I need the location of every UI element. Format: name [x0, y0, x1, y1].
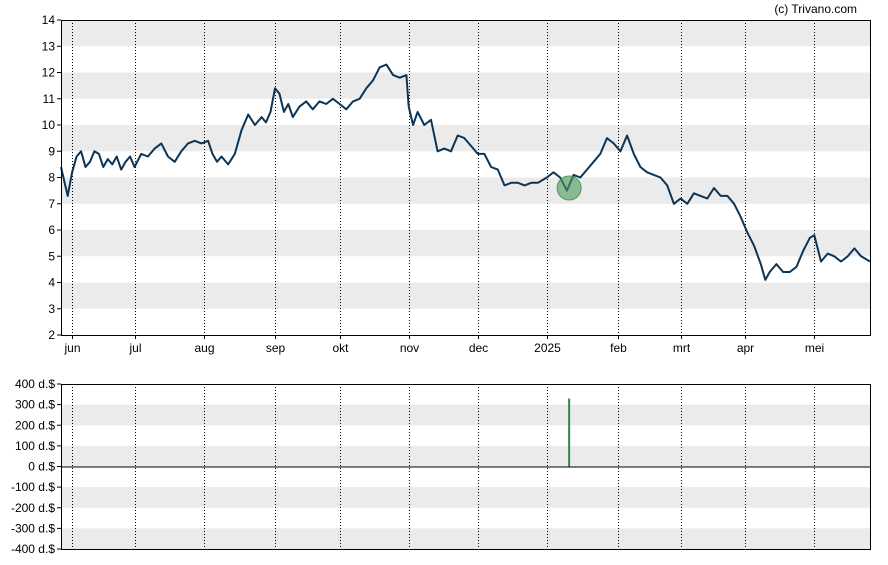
x-tick-label: dec — [469, 341, 488, 355]
y-tick-label: 4 — [48, 276, 55, 290]
volume-y-tick-label: 300 d.$ — [15, 398, 55, 412]
price-event-marker — [556, 175, 582, 201]
event-marker — [556, 175, 582, 201]
volume-y-tick-label: -300 d.$ — [11, 521, 55, 535]
price-band — [61, 20, 870, 47]
y-tick-label: 5 — [48, 249, 55, 263]
volume-y-tick-label: -400 d.$ — [11, 542, 55, 556]
volume-band — [61, 404, 870, 426]
price-series — [60, 63, 871, 281]
price-chart-frame — [61, 20, 871, 336]
price-x-axis: jun jul aug sep okt nov dec 2025 feb mrt apr mei — [63, 335, 824, 355]
price-band — [61, 230, 870, 257]
price-band — [61, 177, 870, 204]
x-tick-label: mei — [805, 341, 824, 355]
x-tick-label: feb — [610, 341, 627, 355]
volume-y-tick-label: 0 d.$ — [28, 460, 55, 474]
y-tick-label: 9 — [48, 144, 55, 158]
credit-label: (c) Trivano.com — [774, 2, 857, 16]
price-band — [61, 72, 870, 99]
y-tick-label: 14 — [42, 13, 56, 27]
volume-y-tick-label: 200 d.$ — [15, 418, 55, 432]
volume-y-tick-label: 100 d.$ — [15, 439, 55, 453]
x-tick-label: sep — [266, 341, 286, 355]
volume-y-tick-label: -200 d.$ — [11, 501, 55, 515]
price-y-axis: 2 3 4 5 6 7 8 9 10 11 12 13 14 — [42, 13, 61, 342]
y-tick-label: 3 — [48, 302, 55, 316]
y-tick-label: 13 — [42, 39, 56, 53]
volume-chart-gridlines — [72, 384, 815, 549]
volume-band — [61, 528, 870, 549]
y-tick-label: 7 — [48, 197, 55, 211]
y-tick-label: 11 — [43, 92, 56, 106]
volume-y-tick-label: 400 d.$ — [15, 377, 55, 391]
volume-band — [61, 445, 870, 467]
y-tick-label: 12 — [42, 66, 56, 80]
x-tick-label: nov — [400, 341, 419, 355]
x-tick-label: aug — [194, 341, 214, 355]
volume-chart-frame — [61, 384, 871, 550]
price-chart-bands — [61, 20, 870, 309]
price-band — [61, 282, 870, 309]
x-tick-label: jul — [128, 341, 141, 355]
x-tick-label: jun — [63, 341, 80, 355]
x-tick-label: okt — [332, 341, 349, 355]
volume-y-axis: 400 d.$ 300 d.$ 200 d.$ 100 d.$ 0 d.$ -100 d.… — [11, 377, 61, 556]
volume-chart-bands — [61, 404, 870, 549]
x-tick-label: apr — [737, 341, 754, 355]
x-tick-label: 2025 — [534, 341, 561, 355]
y-tick-label: 10 — [42, 118, 56, 132]
y-tick-label: 6 — [48, 223, 55, 237]
price-line — [60, 63, 871, 281]
y-tick-label: 8 — [48, 171, 55, 185]
x-tick-label: mrt — [673, 341, 691, 355]
y-tick-label: 2 — [48, 328, 55, 342]
volume-y-tick-label: -100 d.$ — [11, 480, 55, 494]
volume-band — [61, 487, 870, 508]
